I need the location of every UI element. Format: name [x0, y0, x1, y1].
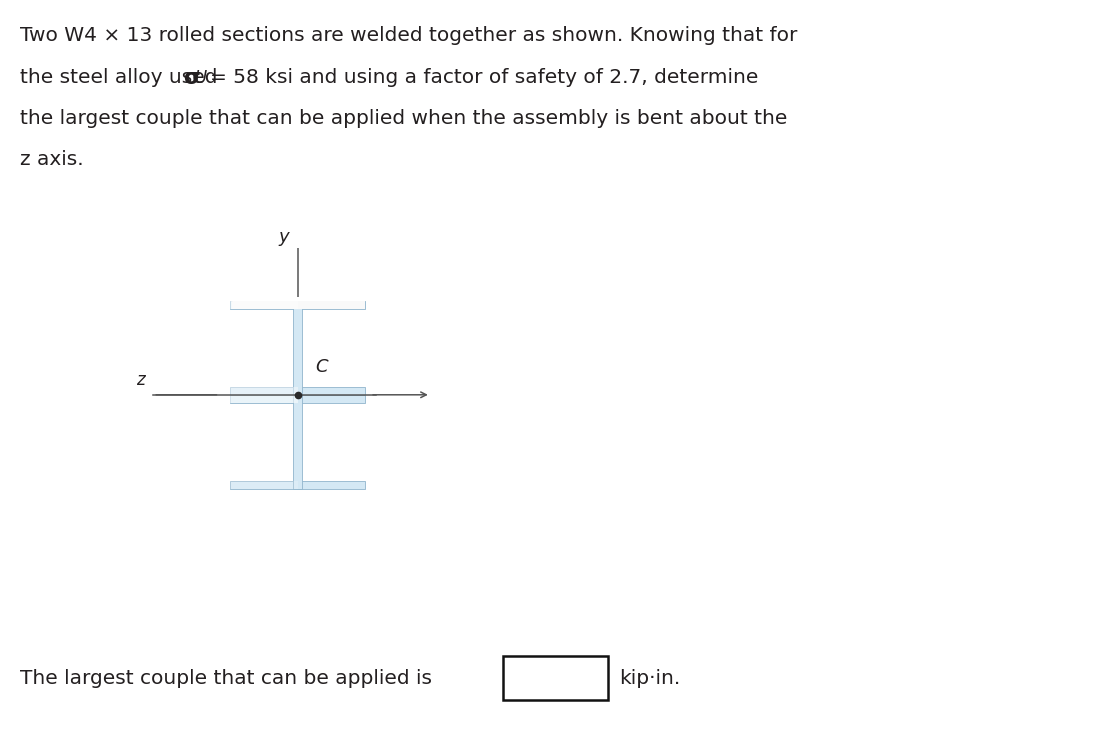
Bar: [235, 301, 365, 309]
Bar: [230, 301, 365, 309]
Bar: [231, 301, 365, 309]
Bar: [230, 395, 298, 402]
Bar: [293, 301, 302, 395]
Bar: [233, 301, 365, 309]
Bar: [230, 387, 298, 395]
Bar: [231, 301, 365, 309]
Bar: [231, 301, 365, 309]
Bar: [235, 301, 365, 309]
Text: z: z: [136, 371, 144, 389]
Text: σ: σ: [183, 68, 199, 88]
Bar: [230, 395, 365, 402]
Bar: [230, 301, 298, 309]
Text: Two W4 × 13 rolled sections are welded together as shown. Knowing that for: Two W4 × 13 rolled sections are welded t…: [20, 26, 797, 45]
Bar: [234, 301, 365, 309]
Bar: [235, 301, 365, 309]
Bar: [503, 656, 608, 700]
Bar: [235, 301, 365, 309]
Bar: [230, 387, 298, 402]
Text: kip·in.: kip·in.: [619, 669, 681, 688]
Bar: [234, 301, 365, 309]
Bar: [233, 301, 365, 309]
Text: = 58 ksi and using a factor of safety of 2.7, determine: = 58 ksi and using a factor of safety of…: [210, 68, 759, 86]
Bar: [233, 301, 365, 309]
Bar: [233, 301, 365, 309]
Bar: [230, 481, 365, 489]
Text: y: y: [278, 228, 289, 246]
Bar: [230, 301, 365, 309]
Bar: [233, 301, 365, 309]
Bar: [231, 301, 365, 309]
Bar: [234, 301, 365, 309]
Bar: [233, 301, 365, 309]
Text: The largest couple that can be applied is: The largest couple that can be applied i…: [20, 669, 432, 688]
Text: the largest couple that can be applied when the assembly is bent about the: the largest couple that can be applied w…: [20, 109, 787, 128]
Text: U: U: [194, 69, 206, 87]
Bar: [231, 301, 365, 309]
Bar: [234, 301, 365, 309]
Bar: [234, 301, 365, 309]
Bar: [231, 301, 365, 309]
Bar: [233, 301, 365, 309]
Bar: [234, 301, 365, 309]
Text: C: C: [315, 358, 328, 376]
Bar: [230, 301, 365, 309]
Text: z axis.: z axis.: [20, 150, 84, 169]
Bar: [231, 301, 365, 309]
Bar: [230, 481, 298, 489]
Text: the steel alloy used: the steel alloy used: [20, 68, 224, 86]
Bar: [231, 301, 365, 309]
Bar: [230, 387, 365, 395]
Bar: [230, 301, 365, 309]
Bar: [234, 301, 365, 309]
Bar: [234, 301, 365, 309]
Bar: [293, 395, 302, 489]
